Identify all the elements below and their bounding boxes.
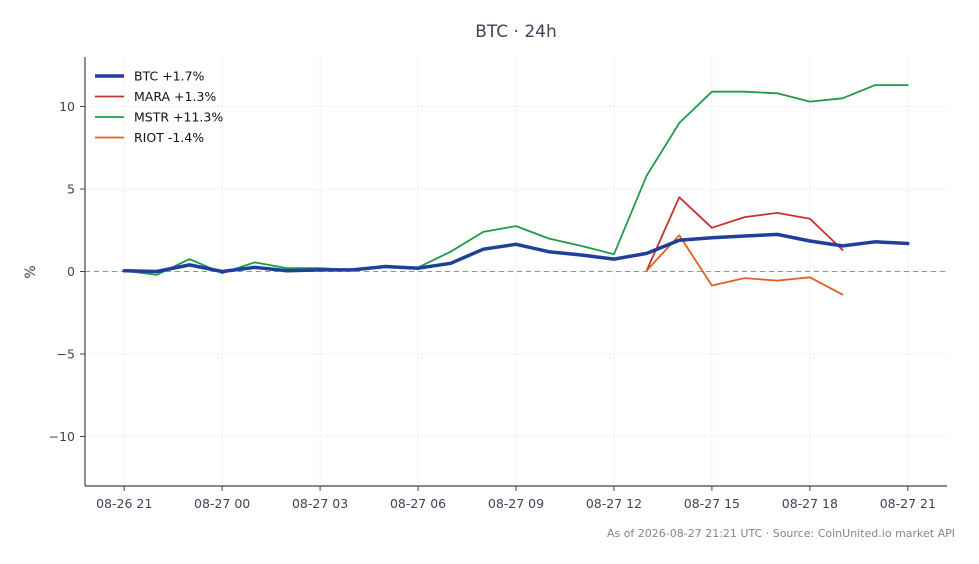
series-line-mstr <box>123 84 909 276</box>
x-tick-label: 08-27 00 <box>194 496 250 511</box>
y-tick-label: 10 <box>59 99 75 114</box>
legend-label: RIOT -1.4% <box>134 130 204 145</box>
x-tick-label: 08-27 03 <box>292 496 348 511</box>
y-tick-label: −5 <box>57 347 75 362</box>
x-tick-label: 08-27 21 <box>880 496 936 511</box>
legend-label: BTC +1.7% <box>134 69 205 84</box>
source-footnote: As of 2026-08-27 21:21 UTC · Source: Coi… <box>607 527 955 540</box>
x-tick-label: 08-26 21 <box>96 496 152 511</box>
series-line-btc <box>122 232 910 274</box>
y-axis-ticks: −10 −5 0 5 10 <box>49 99 85 444</box>
chart-title: BTC · 24h <box>475 22 557 42</box>
series-line-mara <box>645 196 844 272</box>
y-tick-label: 5 <box>67 182 75 197</box>
y-axis-label: % <box>23 265 39 278</box>
x-tick-label: 08-27 18 <box>782 496 838 511</box>
legend-label: MSTR +11.3% <box>134 110 223 125</box>
x-tick-label: 08-27 12 <box>586 496 642 511</box>
x-tick-label: 08-27 15 <box>684 496 740 511</box>
x-tick-label: 08-27 06 <box>390 496 446 511</box>
gridlines <box>85 57 947 486</box>
y-tick-label: 0 <box>67 264 75 279</box>
legend-label: MARA +1.3% <box>134 89 216 104</box>
y-tick-label: −10 <box>49 429 75 444</box>
series-line-riot <box>645 234 844 296</box>
x-axis-ticks: 08-26 21 08-27 00 08-27 03 08-27 06 08-27 09… <box>96 486 936 511</box>
series-lines <box>122 84 910 296</box>
x-tick-label: 08-27 09 <box>488 496 544 511</box>
legend: BTC +1.7% MARA +1.3% MSTR +11.3% RIOT -1.4% <box>95 69 223 145</box>
